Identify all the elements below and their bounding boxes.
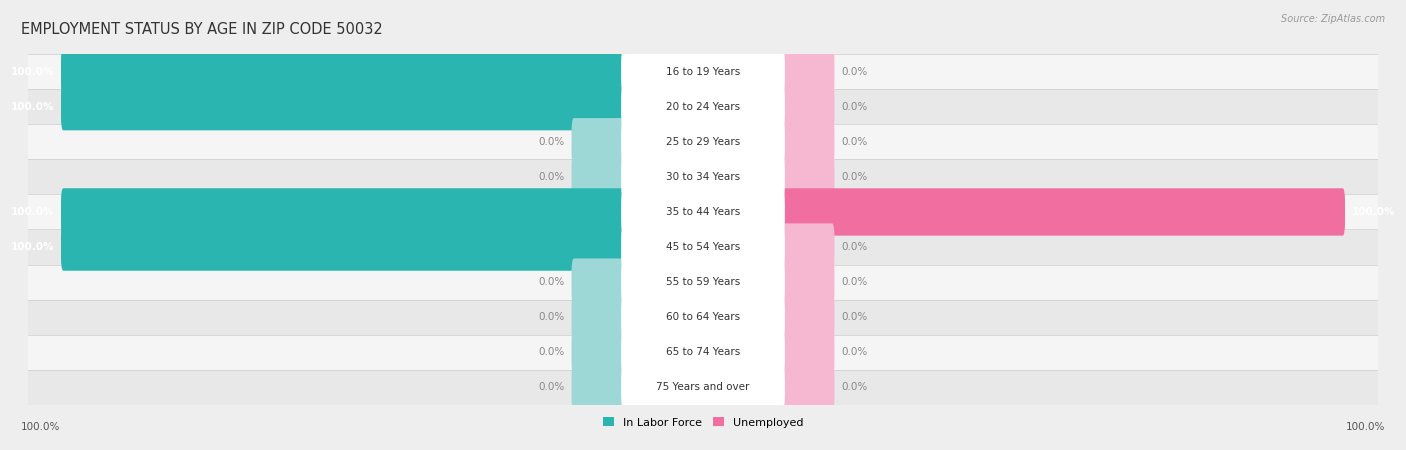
Text: EMPLOYMENT STATUS BY AGE IN ZIP CODE 50032: EMPLOYMENT STATUS BY AGE IN ZIP CODE 500… [21, 22, 382, 37]
Text: 45 to 54 Years: 45 to 54 Years [666, 242, 740, 252]
Bar [28, 370, 1378, 405]
FancyBboxPatch shape [621, 153, 785, 200]
FancyBboxPatch shape [572, 153, 623, 201]
Text: 0.0%: 0.0% [538, 347, 565, 357]
FancyBboxPatch shape [60, 223, 623, 271]
FancyBboxPatch shape [783, 118, 834, 166]
Bar [28, 159, 1378, 194]
FancyBboxPatch shape [621, 118, 785, 165]
Text: 100.0%: 100.0% [1346, 422, 1385, 432]
FancyBboxPatch shape [783, 223, 834, 271]
Text: 25 to 29 Years: 25 to 29 Years [666, 137, 740, 147]
Text: 0.0%: 0.0% [538, 312, 565, 322]
Bar [28, 300, 1378, 335]
FancyBboxPatch shape [572, 258, 623, 306]
Text: 20 to 24 Years: 20 to 24 Years [666, 102, 740, 112]
Text: 100.0%: 100.0% [21, 422, 60, 432]
Text: 0.0%: 0.0% [841, 242, 868, 252]
Text: 0.0%: 0.0% [841, 312, 868, 322]
Text: 0.0%: 0.0% [841, 137, 868, 147]
Text: 100.0%: 100.0% [11, 242, 55, 252]
FancyBboxPatch shape [783, 293, 834, 341]
FancyBboxPatch shape [783, 153, 834, 201]
FancyBboxPatch shape [572, 328, 623, 376]
Bar [28, 335, 1378, 370]
Text: 100.0%: 100.0% [1351, 207, 1395, 217]
FancyBboxPatch shape [621, 329, 785, 376]
Text: 30 to 34 Years: 30 to 34 Years [666, 172, 740, 182]
FancyBboxPatch shape [621, 224, 785, 270]
FancyBboxPatch shape [60, 188, 623, 236]
Text: 65 to 74 Years: 65 to 74 Years [666, 347, 740, 357]
FancyBboxPatch shape [783, 48, 834, 95]
Text: 16 to 19 Years: 16 to 19 Years [666, 67, 740, 76]
FancyBboxPatch shape [621, 48, 785, 95]
Text: 0.0%: 0.0% [538, 277, 565, 287]
Text: Source: ZipAtlas.com: Source: ZipAtlas.com [1281, 14, 1385, 23]
Text: 75 Years and over: 75 Years and over [657, 382, 749, 392]
FancyBboxPatch shape [783, 83, 834, 130]
Text: 0.0%: 0.0% [841, 172, 868, 182]
FancyBboxPatch shape [572, 118, 623, 166]
Bar [28, 265, 1378, 300]
Legend: In Labor Force, Unemployed: In Labor Force, Unemployed [603, 418, 803, 428]
Text: 0.0%: 0.0% [538, 137, 565, 147]
Text: 100.0%: 100.0% [11, 67, 55, 76]
Text: 60 to 64 Years: 60 to 64 Years [666, 312, 740, 322]
Text: 55 to 59 Years: 55 to 59 Years [666, 277, 740, 287]
FancyBboxPatch shape [621, 189, 785, 235]
Text: 0.0%: 0.0% [841, 102, 868, 112]
FancyBboxPatch shape [783, 328, 834, 376]
Text: 100.0%: 100.0% [11, 102, 55, 112]
Text: 0.0%: 0.0% [538, 382, 565, 392]
Bar [28, 230, 1378, 265]
Bar [28, 89, 1378, 124]
FancyBboxPatch shape [783, 364, 834, 411]
FancyBboxPatch shape [621, 83, 785, 130]
FancyBboxPatch shape [60, 48, 623, 95]
FancyBboxPatch shape [621, 364, 785, 411]
Text: 0.0%: 0.0% [538, 172, 565, 182]
FancyBboxPatch shape [621, 294, 785, 341]
FancyBboxPatch shape [621, 259, 785, 306]
Text: 0.0%: 0.0% [841, 382, 868, 392]
FancyBboxPatch shape [572, 364, 623, 411]
Bar [28, 194, 1378, 230]
Bar [28, 124, 1378, 159]
Text: 35 to 44 Years: 35 to 44 Years [666, 207, 740, 217]
Bar [28, 54, 1378, 89]
FancyBboxPatch shape [60, 83, 623, 130]
Text: 0.0%: 0.0% [841, 277, 868, 287]
Text: 0.0%: 0.0% [841, 67, 868, 76]
FancyBboxPatch shape [783, 258, 834, 306]
Text: 100.0%: 100.0% [11, 207, 55, 217]
FancyBboxPatch shape [572, 293, 623, 341]
FancyBboxPatch shape [783, 188, 1346, 236]
Text: 0.0%: 0.0% [841, 347, 868, 357]
